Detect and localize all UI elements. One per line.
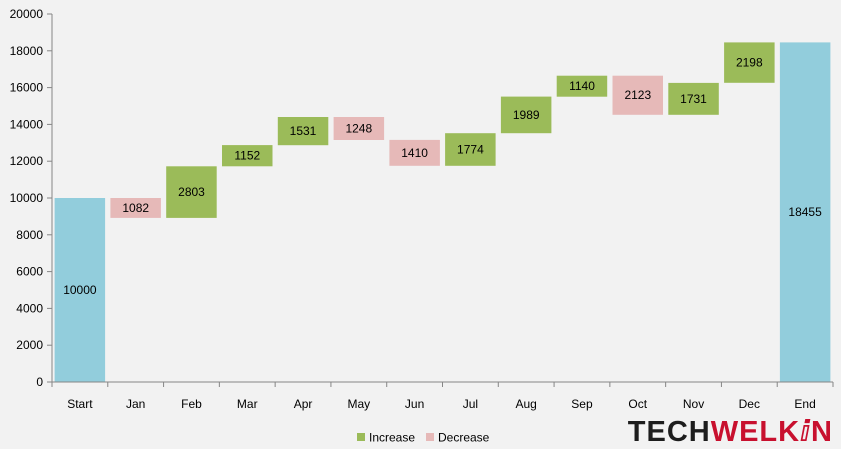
y-tick-label: 8000 xyxy=(16,228,43,242)
bars-layer: 10000 1082 2803 1152 1531 1248 1410 1774 1989 114… xyxy=(54,42,831,383)
x-tick-label-feb: Feb xyxy=(181,397,202,411)
legend: Increase Decrease xyxy=(357,431,490,445)
data-label-dec: 2198 xyxy=(736,56,763,70)
logo-i-glyph: ⅈ xyxy=(800,416,812,448)
y-tick-label: 20000 xyxy=(10,7,44,21)
y-tick-label: 4000 xyxy=(16,301,43,315)
bar-jul xyxy=(445,133,496,166)
bar-aug xyxy=(500,96,552,134)
y-tick-label: 12000 xyxy=(10,154,44,168)
bar-mar xyxy=(222,145,273,167)
data-label-jun: 1410 xyxy=(401,146,428,160)
x-tick-label-start: Start xyxy=(67,397,93,411)
x-tick-label-jul: Jul xyxy=(463,397,478,411)
x-tick-label-apr: Apr xyxy=(294,397,313,411)
x-tick-label-jan: Jan xyxy=(126,397,145,411)
y-tick-label: 10000 xyxy=(10,191,44,205)
legend-label-increase: Increase xyxy=(369,431,415,445)
x-tick-label-aug: Aug xyxy=(515,397,536,411)
legend-swatch-increase xyxy=(357,433,365,441)
bar-apr xyxy=(277,117,329,146)
legend-label-decrease: Decrease xyxy=(438,431,490,445)
y-tick-label: 18000 xyxy=(10,44,44,58)
data-label-oct: 2123 xyxy=(624,88,651,102)
bar-feb xyxy=(166,166,217,218)
data-label-may: 1248 xyxy=(345,121,372,135)
y-tick-label: 2000 xyxy=(16,338,43,352)
data-label-start: 10000 xyxy=(63,283,97,297)
x-tick-label-end: End xyxy=(794,397,815,411)
x-tick-label-mar: Mar xyxy=(237,397,258,411)
data-label-jan: 1082 xyxy=(122,201,149,215)
bar-start xyxy=(54,198,106,382)
axes-layer: 0 2000 4000 6000 8000 10000 12000 14000 16000 180… xyxy=(10,7,834,411)
data-label-nov: 1731 xyxy=(680,92,707,106)
data-label-apr: 1531 xyxy=(290,124,317,138)
y-tick-label: 14000 xyxy=(10,117,44,131)
data-label-end: 18455 xyxy=(788,205,822,219)
x-tick-label-jun: Jun xyxy=(405,397,424,411)
y-tick-label: 0 xyxy=(36,375,43,389)
bar-end xyxy=(779,42,831,383)
bar-may xyxy=(333,117,385,140)
bar-jan xyxy=(110,198,161,218)
y-tick-label: 16000 xyxy=(10,81,44,95)
x-tick-label-may: May xyxy=(347,397,370,411)
x-tick-label-oct: Oct xyxy=(628,397,647,411)
data-label-aug: 1989 xyxy=(513,108,540,122)
bar-jun xyxy=(389,139,440,166)
x-tick-label-dec: Dec xyxy=(739,397,760,411)
y-tick-label: 6000 xyxy=(16,265,43,279)
x-tick-label-nov: Nov xyxy=(683,397,704,411)
bar-oct xyxy=(612,75,663,115)
bar-nov xyxy=(668,82,719,115)
techwelkin-logo: TECHWELKⅈN xyxy=(627,416,833,448)
data-label-sep: 1140 xyxy=(569,79,595,93)
x-tick-label-sep: Sep xyxy=(571,397,593,411)
bar-sep xyxy=(556,75,608,97)
data-label-mar: 1152 xyxy=(234,149,260,163)
legend-swatch-decrease xyxy=(426,433,434,441)
bar-dec xyxy=(724,42,775,83)
data-label-jul: 1774 xyxy=(457,143,484,157)
data-label-feb: 2803 xyxy=(178,185,205,199)
